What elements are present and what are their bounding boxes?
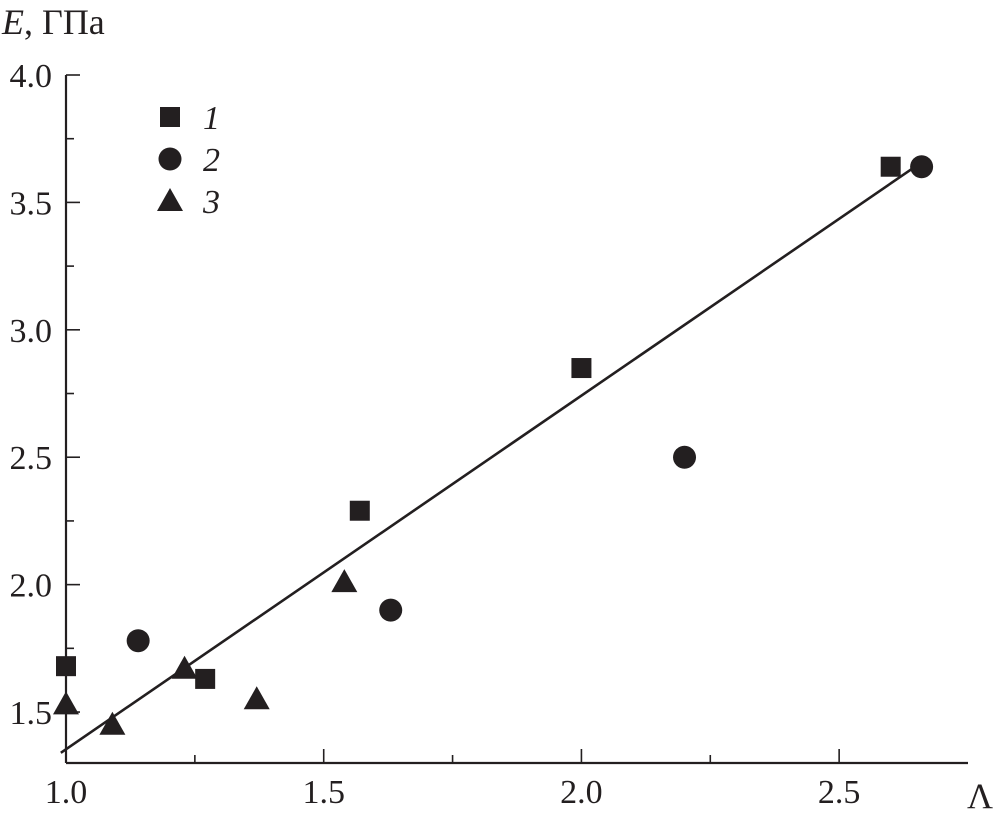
x-tick-label: 1.5	[302, 774, 345, 811]
y-axis-title: E, ГПа	[1, 2, 105, 42]
y-tick-label: 4.0	[10, 58, 53, 95]
legend-marker-circle	[158, 147, 182, 171]
data-markers	[53, 155, 934, 735]
y-axis-variable: E	[1, 2, 24, 42]
series-1-square-point	[195, 668, 216, 689]
legend-label: 1	[203, 100, 220, 137]
series-2-circle-point	[673, 445, 697, 469]
series-2-circle-point	[126, 629, 150, 653]
y-axis-unit: , ГПа	[24, 2, 105, 42]
axes	[64, 75, 968, 765]
tick-labels: 1.0 1.5 2.0 2.5 1.5 2.0 2.5 3.0 3.5 4.0	[10, 58, 861, 811]
ticks	[65, 74, 840, 763]
legend: 1 2 3	[157, 100, 220, 221]
x-tick-label: 1.0	[45, 774, 88, 811]
series-1-square-point	[571, 358, 592, 379]
series-2-circle-point	[910, 155, 934, 179]
x-tick-label: 2.5	[818, 774, 861, 811]
series-3-triangle-point	[99, 711, 126, 735]
series-3-triangle-point	[171, 655, 198, 679]
series-1-square-point	[880, 156, 901, 177]
y-tick-label: 3.0	[10, 313, 53, 350]
x-axis-title: Λ	[967, 776, 993, 816]
legend-marker-square	[160, 107, 180, 127]
x-tick-label: 2.0	[560, 774, 603, 811]
series-1-square-point	[56, 656, 76, 677]
series-3-triangle-point	[331, 569, 358, 593]
legend-label: 3	[202, 184, 220, 221]
fit-line	[60, 168, 913, 754]
legend-marker-triangle	[157, 188, 183, 211]
legend-label: 2	[203, 142, 220, 179]
y-tick-label: 1.5	[10, 695, 53, 732]
y-tick-label: 2.5	[10, 440, 53, 477]
series-1-square-point	[349, 500, 370, 521]
y-tick-label: 2.0	[10, 568, 53, 605]
y-tick-label: 3.5	[10, 185, 53, 222]
series-2-circle-point	[379, 598, 403, 622]
series-3-triangle-point	[243, 686, 270, 710]
series-3-triangle-point	[53, 691, 79, 715]
